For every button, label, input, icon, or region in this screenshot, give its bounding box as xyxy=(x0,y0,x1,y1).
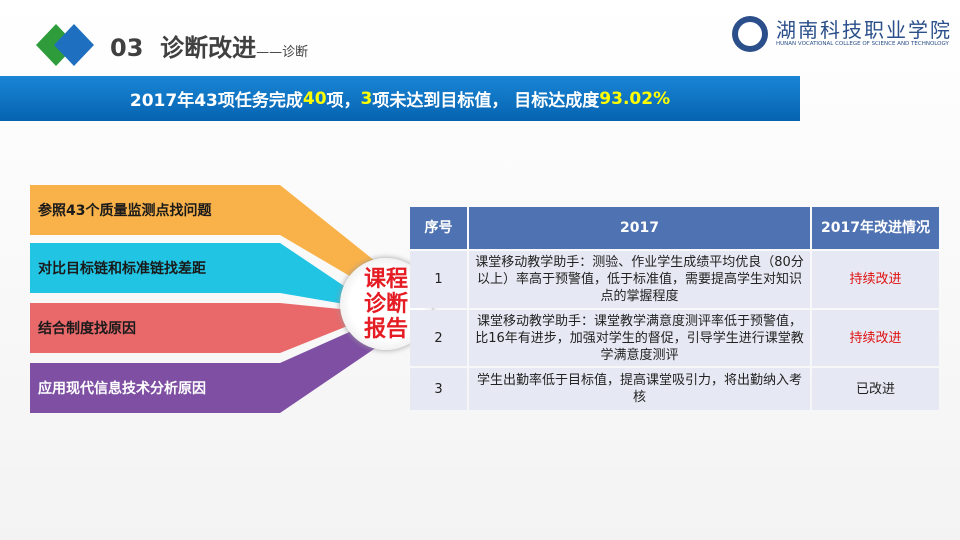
table-cell: 1 xyxy=(410,251,467,308)
slide-title: 03 诊断改进——诊断 xyxy=(110,28,308,63)
header-icon xyxy=(36,24,94,66)
banner-text: 2017年43项任务完成 xyxy=(129,91,303,111)
banner-text: 项未达到目标值， 目标达成度 xyxy=(372,91,600,111)
step-label: 参照43个质量监测点找问题 xyxy=(38,203,212,219)
table-cell: 2 xyxy=(410,310,467,366)
center-label: 报告 xyxy=(363,316,408,342)
table-header: 2017年改进情况 xyxy=(812,207,939,249)
center-label: 诊断 xyxy=(363,291,408,317)
section-title: 诊断改进 xyxy=(160,34,257,62)
logo: 湖南科技职业学院 HUNAN VOCATIONAL COLLEGE OF SCI… xyxy=(730,14,950,54)
table-cell: 3 xyxy=(410,368,467,410)
banner-highlight: 93.02% xyxy=(599,88,671,109)
banner-text: 项， xyxy=(326,91,361,111)
table-cell: 学生出勤率低于目标值，提高课堂吸引力，将出勤纳入考核 xyxy=(469,368,810,410)
banner-highlight: 40 xyxy=(302,88,327,109)
step-label: 应用现代信息技术分析原因 xyxy=(38,381,206,397)
table-header: 序号 xyxy=(410,207,467,249)
table-cell: 课堂移动教学助手：课堂教学满意度测评率低于预警值，比16年有进步，加强对学生的督… xyxy=(469,310,810,366)
table-cell: 已改进 xyxy=(812,368,939,410)
table-header: 2017 xyxy=(469,207,810,249)
section-number: 03 xyxy=(110,34,144,62)
center-label: 课程 xyxy=(363,266,408,292)
logo-name: 湖南科技职业学院 xyxy=(776,18,952,42)
logo-emblem xyxy=(732,16,768,52)
banner: 2017年43项任务完成 40 项， 3 项未达到目标值， 目标达成度 93.02% xyxy=(0,76,800,121)
table-cell: 持续改进 xyxy=(812,251,939,308)
section-subtitle: ——诊断 xyxy=(256,45,309,60)
logo-english: HUNAN VOCATIONAL COLLEGE OF SCIENCE AND … xyxy=(776,41,949,47)
banner-highlight: 3 xyxy=(360,88,373,109)
table: 序号 2017 2017年改进情况 1 课堂移动教学助手：测验、作业学生成绩平均优良（8… xyxy=(410,207,939,410)
step-label: 对比目标链和标准链找差距 xyxy=(38,261,206,277)
table-cell: 课堂移动教学助手：测验、作业学生成绩平均优良（80分以上）率高于预警值，低于标准… xyxy=(469,251,810,308)
table-cell: 持续改进 xyxy=(812,310,939,366)
step-label: 结合制度找原因 xyxy=(38,321,136,337)
